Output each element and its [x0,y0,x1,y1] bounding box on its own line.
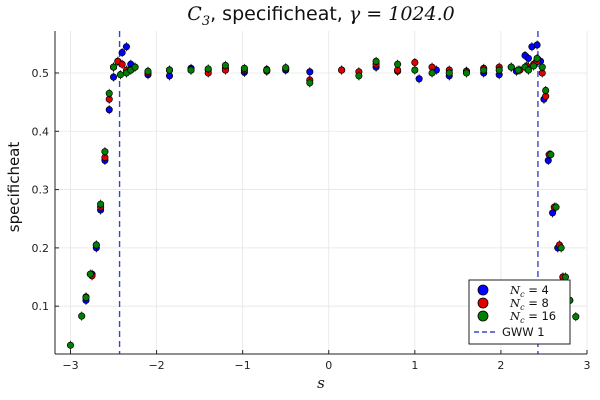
data-point-s2-p41 [557,244,565,252]
data-point-s2-p16 [204,65,212,73]
data-point-s2-p9 [116,71,124,79]
legend-label-gww: GWW 1 [502,325,545,339]
data-point-s2-p13 [144,67,152,75]
data-point-s0-p8 [118,49,126,57]
data-point-s2-p17 [221,61,229,69]
data-point-s1-p24 [411,58,419,67]
data-point-s2-p31 [507,63,515,71]
y-axis-label: specificheat [5,142,23,233]
data-point-s2-p37 [538,63,546,71]
data-point-s2-p23 [372,57,380,65]
data-point-s2-p38 [542,86,550,95]
chart-title: C3, specificheat, γ = 1024.0 [187,3,454,29]
grid [55,31,588,354]
data-point-s2-p30 [495,66,503,74]
y-tick-label-4: 0.5 [32,67,50,80]
data-point-s2-p3 [86,270,94,278]
legend-label-nc8: Nc = 8 [509,296,549,312]
data-point-s0-p6 [109,73,118,81]
data-point-s2-p7 [105,89,113,97]
data-point-s2-p4 [92,241,100,249]
data-point-s2-p12 [131,63,139,71]
x-tick-label-0: −3 [62,359,78,372]
data-point-s2-p19 [263,66,271,74]
axes-frame [54,31,587,355]
data-point-s0-p5 [105,106,113,114]
data-point-s2-p39 [547,151,555,159]
data-point-s2-p29 [480,66,488,74]
data-point-s2-p22 [355,72,363,80]
data-point-s2-p0 [66,341,75,349]
data-point-s2-p28 [462,69,471,77]
y-tick-label-1: 0.2 [32,242,50,255]
legend-label-nc4: Nc = 4 [509,283,549,299]
data-point-s2-p32 [514,66,522,74]
x-axis-label: s [317,374,325,392]
data-point-s2-p14 [165,66,174,74]
data-point-s2-p34 [524,66,533,74]
data-point-s2-p36 [533,54,541,62]
data-point-s2-p44 [572,313,580,321]
x-tick-label-5: 2 [497,359,504,372]
y-ticks: 0.1 0.2 0.3 0.4 0.5 [32,67,59,313]
data-point-s0-p24 [415,75,423,83]
x-tick-label-3: 0 [325,359,332,372]
x-tick-label-6: 3 [584,359,591,372]
legend-marker-nc16 [477,310,489,322]
data-point-s0-p34 [533,41,541,49]
data-point-s0-p38 [549,209,557,217]
data-point-s2-p24 [394,60,402,68]
y-tick-label-0: 0.1 [32,300,50,313]
data-point-s2-p25 [411,66,419,74]
x-ticks: −3 −2 −1 0 1 2 3 [62,350,591,372]
x-tick-label-4: 1 [411,359,418,372]
data-point-s2-p2 [82,293,90,301]
data-point-s2-p35 [530,62,538,70]
data-point-s2-p15 [187,66,195,74]
data-point-s2-p27 [445,69,453,77]
data-point-s2-p6 [101,148,109,156]
legend: Nc = 4 Nc = 8 Nc = 16 GWW 1 [468,279,571,345]
y-tick-label-2: 0.3 [32,184,50,197]
x-tick-label-2: −1 [235,359,251,372]
reference-lines [118,31,539,354]
data-point-s2-p1 [78,312,86,320]
data-point-s2-p42 [561,273,570,281]
legend-marker-nc4 [477,284,489,296]
data-point-s0-p20 [306,68,314,76]
data-point-s2-p18 [240,64,248,72]
legend-label-nc16: Nc = 16 [509,309,556,325]
x-tick-label-1: −2 [148,359,164,372]
data-point-s1-p20 [338,66,346,74]
data-point-s2-p20 [282,64,290,72]
data-point-s2-p40 [552,203,560,211]
data-point-s2-p21 [306,79,314,87]
data-point-s2-p8 [109,63,118,71]
data-point-s2-p26 [428,69,436,77]
legend-marker-nc8 [477,297,489,309]
y-tick-label-3: 0.4 [32,125,50,138]
data-point-s0-p9 [122,43,130,51]
data-point-s2-p5 [97,200,105,208]
data-point-s0-p32 [524,54,533,62]
data-point-s1-p8 [118,60,126,68]
